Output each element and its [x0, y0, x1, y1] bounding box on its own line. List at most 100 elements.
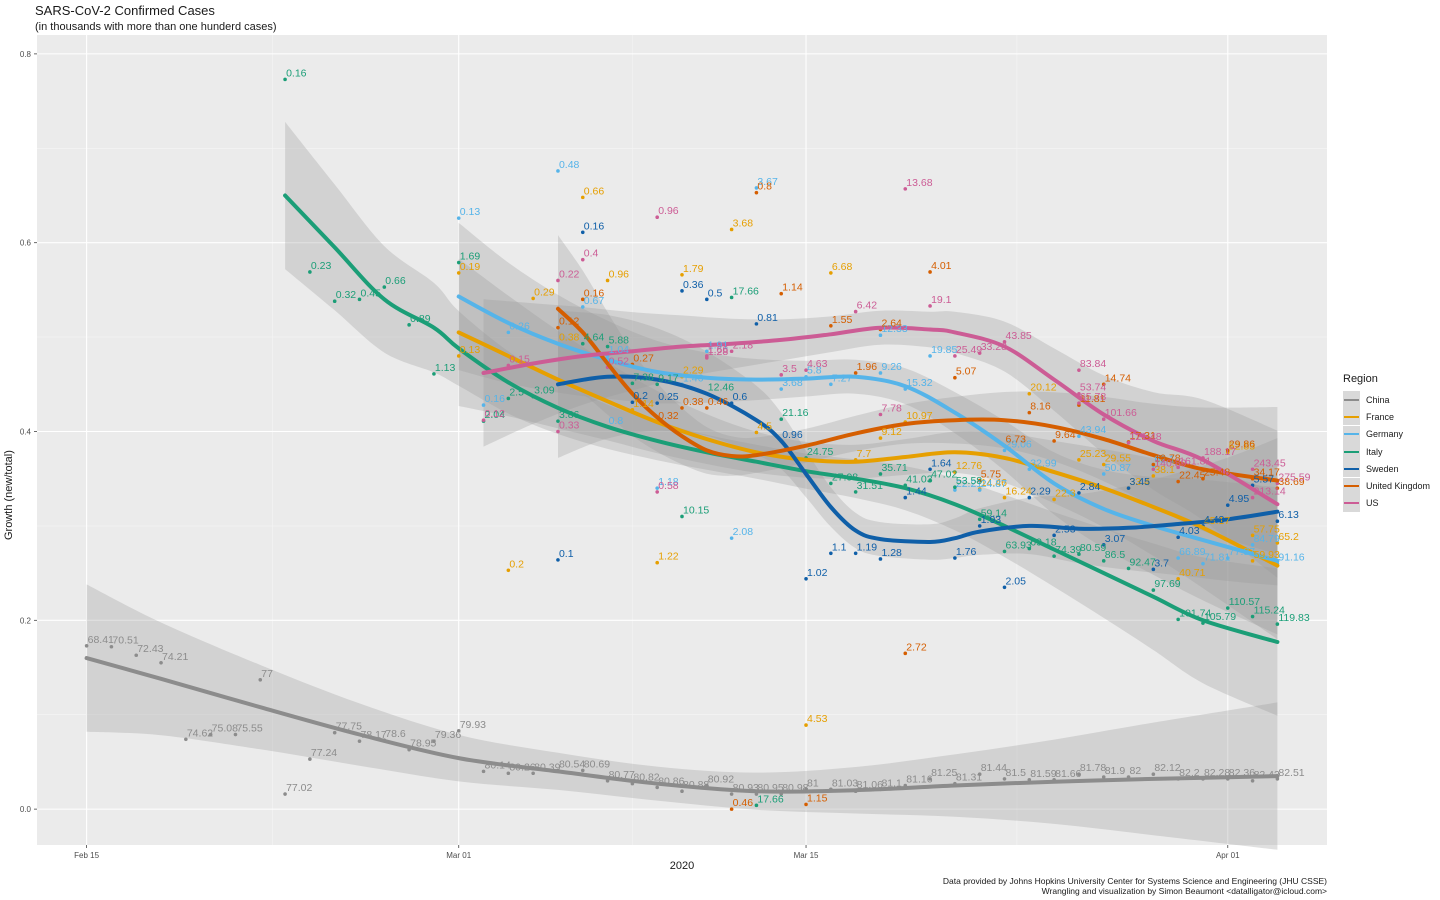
data-label-france: 0.96	[609, 268, 630, 280]
data-point-united-kingdom	[1151, 462, 1156, 467]
data-label-china: 81.1	[881, 777, 902, 789]
data-point-germany	[953, 488, 957, 492]
data-point-china	[159, 660, 163, 665]
data-label-us: 13.68	[906, 177, 932, 189]
data-label-sweden: 0.16	[584, 220, 605, 232]
data-point-germany	[1002, 448, 1007, 453]
data-label-united-kingdom: 1.55	[832, 314, 853, 326]
data-point-us	[853, 309, 858, 314]
legend-key	[1343, 443, 1360, 461]
data-point-china	[580, 768, 585, 773]
data-label-italy: 101.74	[1179, 607, 1211, 619]
data-label-germany: 84.79	[1254, 533, 1280, 545]
legend-item-italy: Italy	[1343, 443, 1430, 461]
data-label-italy: 115.24	[1254, 605, 1285, 617]
data-point-italy	[1077, 552, 1081, 557]
data-point-sweden	[556, 558, 560, 562]
data-point-sweden	[1101, 542, 1106, 547]
data-point-china	[233, 732, 238, 737]
legend-key	[1343, 477, 1360, 495]
data-label-united-kingdom: 19.78	[1154, 453, 1180, 465]
trend-line-sweden	[556, 374, 1280, 545]
data-point-germany	[1201, 561, 1205, 566]
data-point-france	[1002, 495, 1007, 500]
data-point-italy	[1225, 606, 1230, 610]
data-label-china: 68.41	[88, 634, 114, 646]
data-label-china: 80.69	[584, 758, 610, 770]
data-point-italy	[580, 341, 585, 346]
legend-item-united-kingdom: United Kingdom	[1343, 477, 1430, 495]
data-point-italy	[382, 285, 387, 289]
data-label-us: 0.96	[658, 205, 679, 217]
data-label-us: 4.63	[807, 358, 828, 370]
data-label-united-kingdom: 22.45	[1179, 470, 1205, 482]
confidence-band-italy	[285, 121, 1278, 716]
data-point-france	[729, 227, 734, 232]
data-label-united-kingdom: 0.12	[559, 316, 580, 328]
data-point-china	[84, 644, 89, 648]
data-label-sweden: 4.95	[1229, 493, 1250, 505]
data-point-france	[1052, 497, 1056, 502]
data-label-france: 59.93	[1254, 549, 1280, 561]
data-point-sweden	[977, 524, 982, 528]
data-point-italy	[432, 372, 436, 376]
legend-label: Sweden	[1366, 463, 1399, 474]
legend-key	[1343, 460, 1360, 478]
data-point-germany	[1077, 434, 1081, 439]
data-point-germany	[779, 387, 784, 391]
caption-line-credit: Wrangling and visualization by Simon Bea…	[1041, 886, 1327, 896]
data-point-china	[109, 644, 114, 649]
data-point-italy	[853, 490, 858, 494]
data-label-us: 33.28	[981, 341, 1007, 353]
data-point-germany	[928, 354, 932, 358]
data-label-france: 40.71	[1179, 567, 1205, 579]
data-point-sweden	[1002, 585, 1007, 590]
data-label-germany: 7.27	[832, 372, 853, 384]
data-point-sweden	[1126, 486, 1131, 490]
data-label-us: 1.66	[708, 344, 729, 356]
data-label-china: 81.06	[857, 779, 883, 791]
data-label-france: 10.97	[906, 410, 932, 422]
data-label-france: 1.79	[683, 263, 704, 275]
data-point-germany	[1027, 467, 1032, 472]
data-label-italy: 105.79	[1204, 611, 1236, 623]
data-label-united-kingdom: 17.31	[1130, 430, 1156, 442]
data-label-germany: 0.13	[460, 206, 481, 218]
data-label-germany: 77.87	[1229, 546, 1255, 558]
data-point-us	[1101, 417, 1106, 422]
data-label-france: 65.2	[1278, 531, 1299, 543]
data-point-us	[977, 351, 982, 355]
data-label-germany: 3.67	[757, 176, 778, 188]
data-label-sweden: 0.96	[782, 429, 803, 441]
data-point-sweden	[580, 230, 585, 235]
data-point-united-kingdom	[705, 406, 709, 410]
data-label-china: 77	[261, 668, 273, 680]
data-label-united-kingdom: 0.38	[683, 396, 704, 408]
data-label-sweden: 1.19	[857, 541, 878, 553]
data-label-france: 33.4	[1130, 476, 1151, 488]
trend-line-united-kingdom	[556, 306, 1280, 483]
data-point-us	[655, 215, 659, 220]
data-label-us: 53.74	[1080, 382, 1106, 394]
data-point-italy	[1002, 549, 1007, 554]
data-label-italy: 4.64	[584, 332, 605, 344]
y-tick-label: 0.8	[20, 50, 32, 59]
data-point-us	[928, 304, 932, 308]
data-label-china: 80.88	[683, 779, 709, 791]
data-label-italy: 7.38	[633, 371, 654, 383]
data-label-germany: 66.89	[1179, 546, 1205, 558]
data-label-united-kingdom: 38.69	[1278, 476, 1304, 488]
data-label-sweden: 1.64	[931, 457, 952, 469]
data-label-italy: 0.32	[336, 289, 357, 301]
data-label-italy: 59.14	[981, 507, 1007, 519]
data-label-italy: 69.18	[1030, 537, 1056, 549]
data-label-italy: 74.39	[1055, 544, 1081, 556]
data-point-united-kingdom	[804, 802, 808, 807]
data-point-italy	[357, 297, 362, 302]
data-label-united-kingdom: 9.64	[1055, 429, 1076, 441]
data-label-china: 82.51	[1278, 767, 1304, 779]
data-label-us: 65.78	[1080, 391, 1106, 403]
data-point-china	[134, 653, 139, 658]
data-label-united-kingdom: 6.73	[1006, 434, 1027, 446]
data-label-france: 57.75	[1254, 523, 1280, 535]
